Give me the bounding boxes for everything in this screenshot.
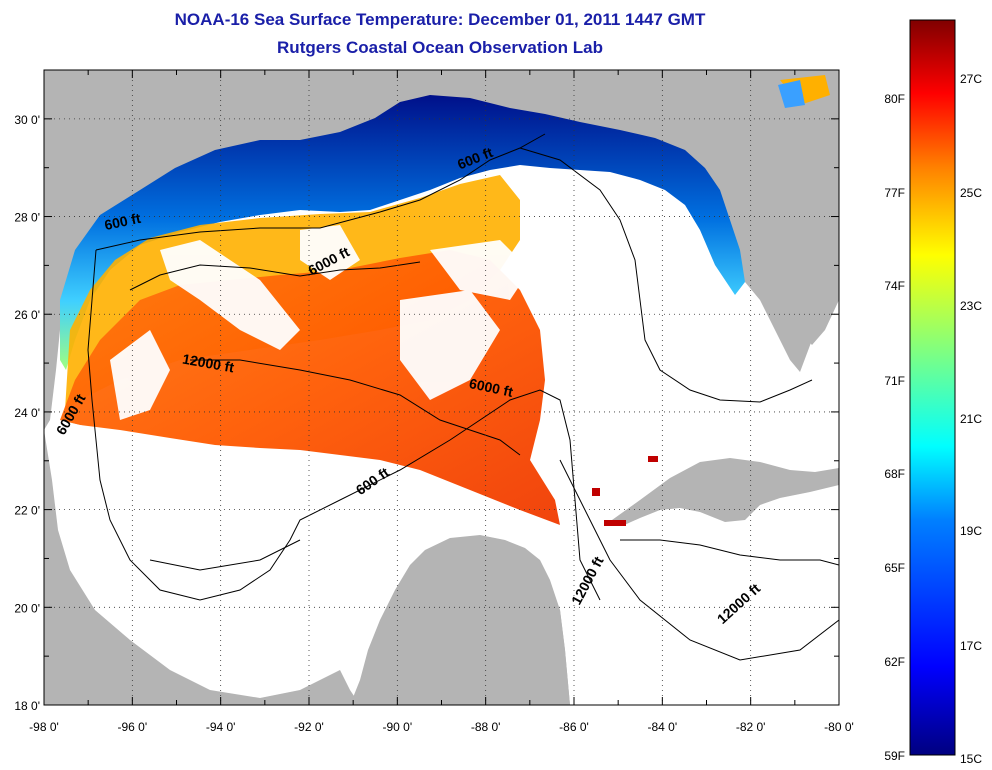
x-tick-label: -86 0' xyxy=(559,720,589,734)
sst-cold-band xyxy=(60,95,745,370)
y-tick-label: 28 0' xyxy=(14,211,40,225)
colorbar-celsius-label: 23C xyxy=(960,299,982,313)
x-tick-label: -96 0' xyxy=(118,720,148,734)
x-tick-label: -90 0' xyxy=(383,720,413,734)
x-axis-ticks: -98 0' -96 0' -94 0' -92 0' -90 0' -88 0' -86 … xyxy=(29,70,854,734)
cloud-gaps xyxy=(110,225,530,420)
colorbar-celsius-label: 21C xyxy=(960,412,982,426)
x-tick-label: -88 0' xyxy=(471,720,501,734)
colorbar-fahrenheit-label: 68F xyxy=(884,467,905,481)
y-tick-label: 18 0' xyxy=(14,699,40,713)
bathymetry-contours xyxy=(87,133,839,661)
y-tick-label: 26 0' xyxy=(14,308,40,322)
y-tick-label: 30 0' xyxy=(14,113,40,127)
y-axis-ticks: 30 0' 28 0' 26 0' 24 0' 22 0' 20 0' 18 0' xyxy=(14,69,839,713)
contour-label: 600 ft xyxy=(103,210,142,233)
colorbar-fahrenheit-labels: 80F 77F 74F 71F 68F 65F 62F 59F xyxy=(884,92,905,763)
yucatan-land-over xyxy=(350,535,570,705)
y-tick-label: 22 0' xyxy=(14,504,40,518)
y-tick-label: 20 0' xyxy=(14,601,40,615)
colorbar-celsius-label: 17C xyxy=(960,639,982,653)
colorbar-fahrenheit-label: 65F xyxy=(884,561,905,575)
cuba-land xyxy=(612,458,839,526)
x-tick-label: -82 0' xyxy=(736,720,766,734)
florida-land xyxy=(752,70,839,345)
x-tick-label: -94 0' xyxy=(206,720,236,734)
colorbar-fahrenheit-label: 59F xyxy=(884,749,905,763)
colorbar-celsius-labels: 27C 25C 23C 21C 19C 17C 15C xyxy=(960,72,982,766)
x-tick-label: -80 0' xyxy=(824,720,854,734)
colorbar-fahrenheit-label: 71F xyxy=(884,374,905,388)
colorbar-celsius-label: 27C xyxy=(960,72,982,86)
colorbar-celsius-label: 19C xyxy=(960,524,982,538)
colorbar-fahrenheit-label: 77F xyxy=(884,186,905,200)
x-tick-label: -84 0' xyxy=(648,720,678,734)
chart-title: NOAA-16 Sea Surface Temperature: Decembe… xyxy=(174,10,706,29)
us-land xyxy=(44,70,839,430)
colorbar-fahrenheit-label: 80F xyxy=(884,92,905,106)
colorbar-gradient xyxy=(909,19,956,756)
x-tick-label: -98 0' xyxy=(29,720,59,734)
sst-hot-spots xyxy=(592,456,658,526)
colorbar-fahrenheit-label: 62F xyxy=(884,655,905,669)
y-tick-label: 24 0' xyxy=(14,406,40,420)
mexico-land-over xyxy=(44,430,360,705)
colorbar-celsius-label: 25C xyxy=(960,186,982,200)
grid xyxy=(44,70,839,705)
chart-subtitle: Rutgers Coastal Ocean Observation Lab xyxy=(277,38,603,57)
x-tick-label: -92 0' xyxy=(294,720,324,734)
colorbar-fahrenheit-label: 74F xyxy=(884,279,905,293)
colorbar-celsius-label: 15C xyxy=(960,752,982,766)
sst-florida-cold xyxy=(778,80,805,108)
